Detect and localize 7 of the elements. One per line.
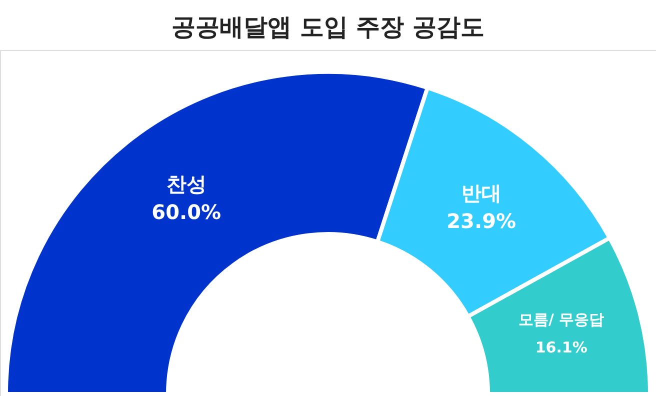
data-label: 16.1% <box>535 338 588 357</box>
data-label: 60.0% <box>152 200 222 224</box>
slice-label: 반대 <box>461 181 502 206</box>
slice-label: 모름/ 무응답 <box>518 310 604 329</box>
data-label: 23.9% <box>446 209 516 234</box>
chart-title: 공공배달앱 도입 주장 공감도 <box>171 13 485 41</box>
slice-label: 찬성 <box>166 172 206 196</box>
